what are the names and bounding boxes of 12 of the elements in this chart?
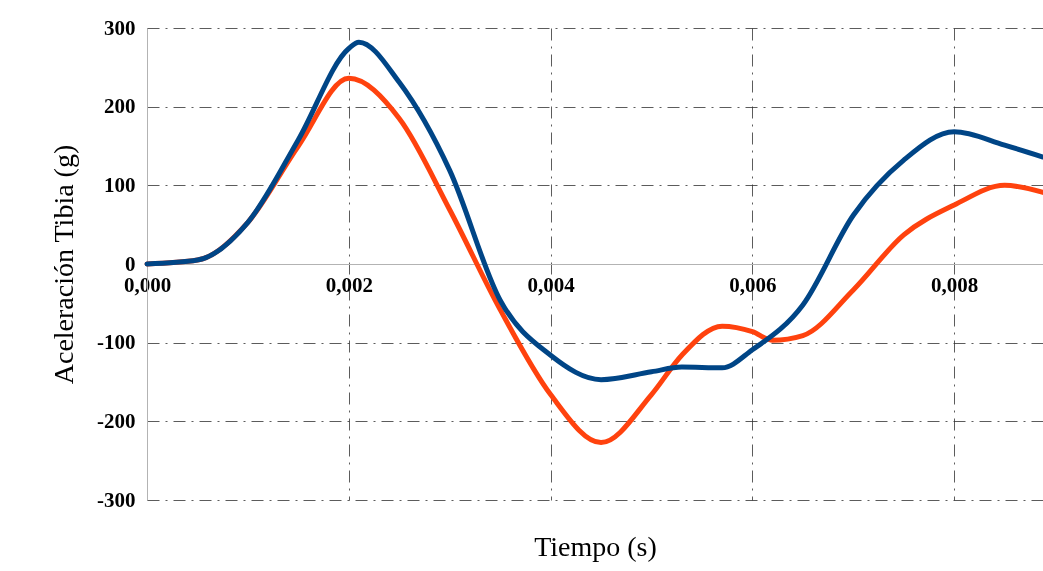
x-tick-label: 0,004 [527, 272, 576, 297]
y-tick-label: -300 [97, 487, 136, 512]
y-tick-label: 200 [104, 94, 136, 119]
x-tick-label: 0,002 [325, 272, 373, 297]
y-tick-label: -100 [97, 330, 136, 355]
y-tick-label: 300 [104, 15, 136, 40]
x-tick-label: 0,008 [931, 272, 979, 297]
x-axis-title: Tiempo (s) [534, 530, 657, 562]
y-tick-label: -200 [97, 408, 136, 433]
y-tick-label: 100 [104, 172, 136, 197]
x-tick-label: 0,006 [729, 272, 777, 297]
y-axis-title: Aceleración Tibia (g) [48, 144, 80, 385]
